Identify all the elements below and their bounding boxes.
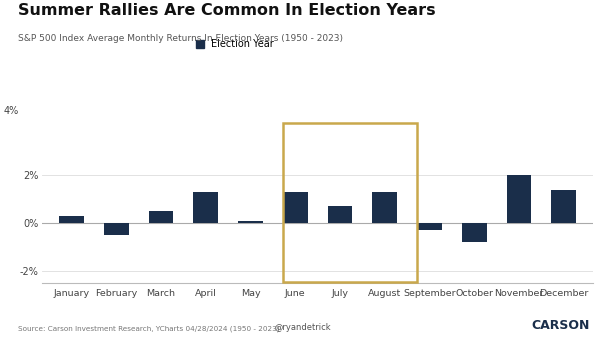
Bar: [328, 207, 352, 223]
Bar: [149, 211, 173, 223]
Bar: [373, 192, 397, 223]
Text: @ryandetrick: @ryandetrick: [274, 324, 331, 332]
Legend: Election Year: Election Year: [196, 40, 274, 49]
Text: 4%: 4%: [4, 106, 19, 116]
Bar: [194, 192, 218, 223]
Bar: [552, 190, 576, 223]
Text: Source: Carson Investment Research, YCharts 04/28/2024 (1950 - 2023): Source: Carson Investment Research, YCha…: [18, 326, 280, 332]
Bar: [417, 223, 442, 231]
Bar: [283, 192, 307, 223]
Text: CARSON: CARSON: [532, 320, 590, 332]
Bar: [283, 123, 417, 282]
Bar: [59, 216, 83, 223]
Text: Summer Rallies Are Common In Election Years: Summer Rallies Are Common In Election Ye…: [18, 3, 436, 18]
Text: S&P 500 Index Average Monthly Returns In Election Years (1950 - 2023): S&P 500 Index Average Monthly Returns In…: [18, 34, 343, 43]
Bar: [104, 223, 128, 235]
Bar: [507, 175, 531, 223]
Bar: [238, 221, 263, 223]
Bar: [462, 223, 486, 242]
